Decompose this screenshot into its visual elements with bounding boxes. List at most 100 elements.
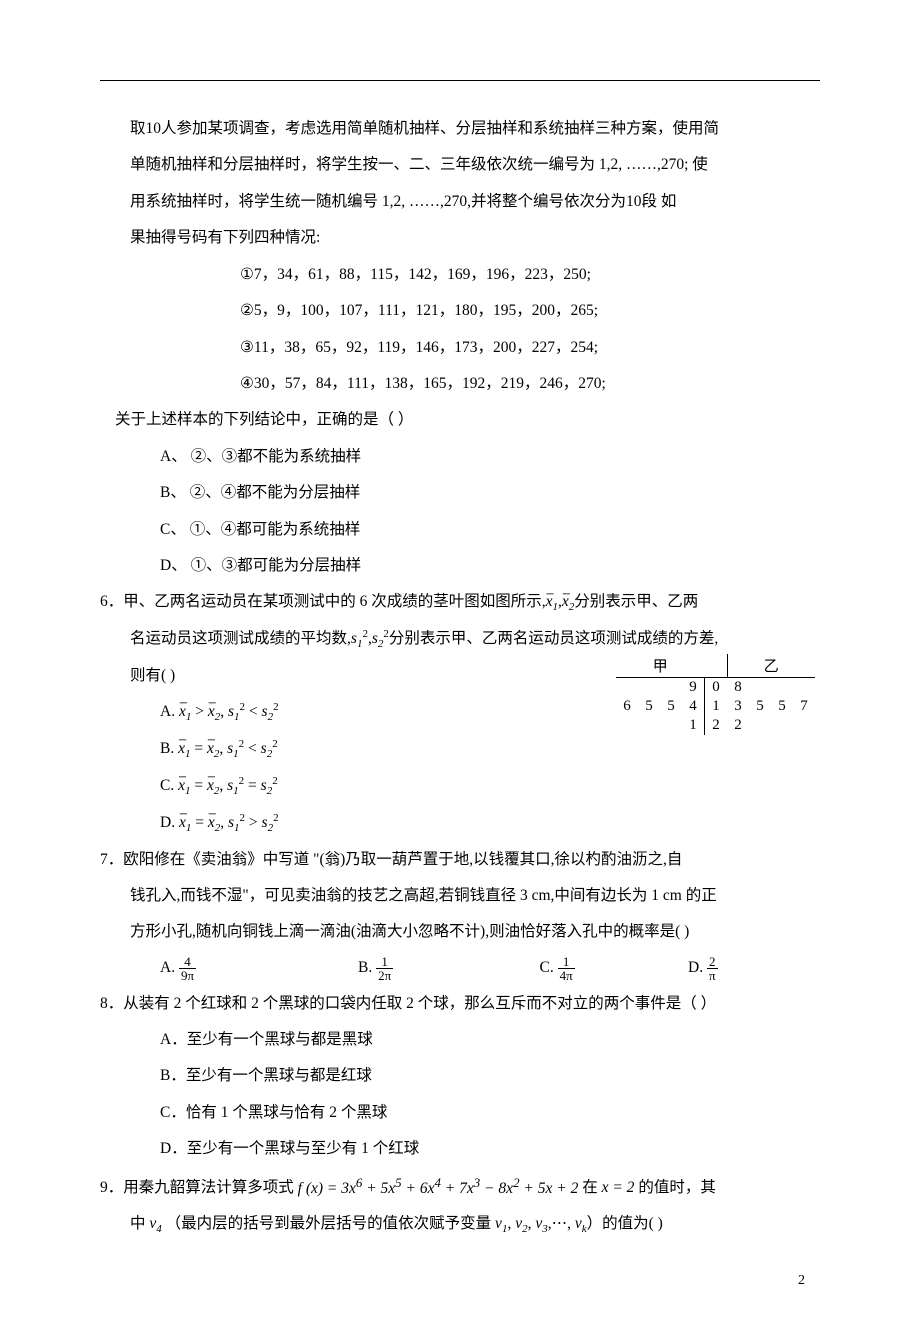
stemleaf-row: 6 5 5 4 1 3 5 5 7 bbox=[616, 697, 815, 716]
label: C. bbox=[540, 959, 554, 976]
q5-opt-c: C、 ①、④都可能为系统抽样 bbox=[160, 512, 820, 548]
q6-opt-b: B. x1 = x2, s12 < s22 bbox=[160, 731, 820, 768]
text: 的值时，其 bbox=[634, 1180, 715, 1197]
xval: x = 2 bbox=[602, 1180, 635, 1197]
cell: 5 bbox=[749, 697, 771, 716]
q7-opt-d: D. 2π bbox=[688, 950, 820, 986]
q5-continuation: 取10人参加某项调查，考虑选用简单随机抽样、分层抽样和系统抽样三种方案，使用简 … bbox=[100, 111, 820, 257]
text: 用系统抽样时，将学生统一随机编号 1,2, ……,270,并将整个编号依次分为1… bbox=[130, 193, 676, 210]
cell bbox=[771, 716, 793, 735]
q6-stem-l2: 名运动员这项测试成绩的平均数,s12,s22分别表示甲、乙两名运动员这项测试成绩… bbox=[100, 621, 820, 658]
cell bbox=[616, 678, 638, 698]
q8-opt-c: C．恰有 1 个黑球与恰有 2 个黑球 bbox=[160, 1095, 820, 1131]
den: π bbox=[707, 969, 718, 983]
cell: 5 bbox=[638, 697, 660, 716]
den: 2π bbox=[376, 969, 393, 983]
right-label: 乙 bbox=[727, 654, 815, 678]
left-label: 甲 bbox=[616, 654, 705, 678]
q5-opt-d: D、 ①、③都可能为分层抽样 bbox=[160, 548, 820, 584]
text: 单随机抽样和分层抽样时，将学生按一、二、三年级依次统一编号为 1,2, ……,2… bbox=[130, 156, 708, 173]
text: 中 bbox=[130, 1215, 149, 1232]
num: 1 bbox=[558, 955, 575, 970]
q7-stem: 7．欧阳修在《卖油翁》中写道 "(翁)乃取一葫芦置于地,以钱覆其口,徐以杓酌油沥… bbox=[100, 842, 820, 878]
cell: 6 bbox=[616, 697, 638, 716]
q5-opt-a: A、 ②、③都不能为系统抽样 bbox=[160, 439, 820, 475]
q7-opt-c: C. 14π bbox=[540, 950, 689, 986]
num: 1 bbox=[376, 955, 393, 970]
text: 取10人参加某项调查，考虑选用简单随机抽样、分层抽样和系统抽样三种方案，使用简 bbox=[130, 120, 719, 137]
stem-cell: 0 bbox=[705, 678, 728, 698]
label: A. bbox=[160, 959, 175, 976]
q8-options: A．至少有一个黑球与都是黑球 B．至少有一个黑球与都是红球 C．恰有 1 个黑球… bbox=[100, 1022, 820, 1168]
label: A. bbox=[160, 703, 175, 720]
page-number: 2 bbox=[100, 1273, 820, 1289]
q8-stem: 8．从装有 2 个红球和 2 个黑球的口袋内任取 2 个球，那么互斥而不对立的两… bbox=[100, 986, 820, 1022]
numbered-list-3: ③11，38，65，92，119，146，173，200，227，254; bbox=[100, 330, 820, 366]
text: ）的值为( ) bbox=[587, 1215, 663, 1232]
den: 4π bbox=[558, 969, 575, 983]
top-rule bbox=[100, 80, 820, 81]
text: 在 bbox=[578, 1180, 601, 1197]
q7-l3: 方形小孔,随机向铜钱上滴一滴油(油滴大小忽略不计),则油恰好落入孔中的概率是( … bbox=[100, 914, 820, 950]
q7-options: A. 49π B. 12π C. 14π D. 2π bbox=[100, 950, 820, 986]
q5-options: A、 ②、③都不能为系统抽样 B、 ②、④都不能为分层抽样 C、 ①、④都可能为… bbox=[100, 439, 820, 585]
cell: 2 bbox=[727, 716, 749, 735]
stemleaf-plot: 甲 乙 9 0 8 6 5 5 4 1 3 bbox=[616, 654, 815, 735]
text: 分别表示甲、乙两 bbox=[574, 593, 698, 610]
cell: 8 bbox=[727, 678, 749, 698]
cell bbox=[638, 678, 660, 698]
cell bbox=[749, 716, 771, 735]
cell: 5 bbox=[771, 697, 793, 716]
den: 9π bbox=[179, 969, 196, 983]
q8-opt-b: B．至少有一个黑球与都是红球 bbox=[160, 1058, 820, 1094]
q7-opt-b: B. 12π bbox=[358, 950, 540, 986]
page-container: 取10人参加某项调查，考虑选用简单随机抽样、分层抽样和系统抽样三种方案，使用简 … bbox=[0, 0, 920, 1319]
q5-tail: 关于上述样本的下列结论中，正确的是（ ） bbox=[100, 402, 820, 438]
q7-l2: 钱孔入,而钱不湿"，可见卖油翁的技艺之高超,若铜钱直径 3 cm,中间有边长为 … bbox=[100, 878, 820, 914]
stem-cell: 2 bbox=[705, 716, 728, 735]
cell: 5 bbox=[660, 697, 682, 716]
numbered-list-4: ④30，57，84，111，138，165，192，219，246，270; bbox=[100, 366, 820, 402]
cell bbox=[793, 678, 815, 698]
cell bbox=[793, 716, 815, 735]
stemleaf-row: 1 2 2 bbox=[616, 716, 815, 735]
q6-stem: 6．甲、乙两名运动员在某项测试中的 6 次成绩的茎叶图如图所示,x1,x2分别表… bbox=[100, 584, 820, 620]
q6-opt-d: D. x1 = x2, s12 > s22 bbox=[160, 805, 820, 842]
text: 名运动员这项测试成绩的平均数, bbox=[130, 630, 351, 647]
q5-opt-b: B、 ②、④都不能为分层抽样 bbox=[160, 475, 820, 511]
cell bbox=[749, 678, 771, 698]
q7-opt-a: A. 49π bbox=[160, 950, 358, 986]
q6-opt-c: C. x1 = x2, s12 = s22 bbox=[160, 768, 820, 805]
text: 9．用秦九韶算法计算多项式 bbox=[100, 1180, 298, 1197]
cell bbox=[771, 678, 793, 698]
text: （最内层的括号到最外层括号的值依次赋予变量 bbox=[162, 1215, 491, 1232]
cell: 3 bbox=[727, 697, 749, 716]
numbered-list-1: ①7，34，61，88，115，142，169，196，223，250; bbox=[100, 257, 820, 293]
label: B. bbox=[358, 959, 372, 976]
cell bbox=[616, 716, 638, 735]
text: 6．甲、乙两名运动员在某项测试中的 6 次成绩的茎叶图如图所示, bbox=[100, 593, 546, 610]
stem-cell: 1 bbox=[705, 697, 728, 716]
cell: 4 bbox=[682, 697, 705, 716]
cell bbox=[660, 716, 682, 735]
text: 果抽得号码有下列四种情况: bbox=[130, 229, 320, 246]
q9-l1: 9．用秦九韶算法计算多项式 f (x) = 3x6 + 5x5 + 6x4 + … bbox=[100, 1167, 820, 1206]
q8-opt-a: A．至少有一个黑球与都是黑球 bbox=[160, 1022, 820, 1058]
label: D. bbox=[688, 959, 703, 976]
cell bbox=[638, 716, 660, 735]
cell: 7 bbox=[793, 697, 815, 716]
poly: f (x) = 3x6 + 5x5 + 6x4 + 7x3 − 8x2 + 5x… bbox=[298, 1180, 579, 1197]
label: D. bbox=[160, 814, 175, 831]
num: 2 bbox=[707, 955, 718, 970]
cell: 9 bbox=[682, 678, 705, 698]
q8-opt-d: D．至少有一个黑球与至少有 1 个红球 bbox=[160, 1131, 820, 1167]
cell: 1 bbox=[682, 716, 705, 735]
label: B. bbox=[160, 740, 174, 757]
text: 7．欧阳修在《卖油翁》中写道 "(翁)乃取一葫芦置于地,以钱覆其口,徐以杓酌油沥… bbox=[100, 851, 682, 868]
numbered-list-2: ②5，9，100，107，111，121，180，195，200，265; bbox=[100, 293, 820, 329]
cell bbox=[660, 678, 682, 698]
q9-l2: 中 v4 （最内层的括号到最外层括号的值依次赋予变量 v1, v2, v3,⋯,… bbox=[100, 1206, 820, 1243]
stemleaf-row: 9 0 8 bbox=[616, 678, 815, 698]
num: 4 bbox=[179, 955, 196, 970]
label: C. bbox=[160, 777, 174, 794]
